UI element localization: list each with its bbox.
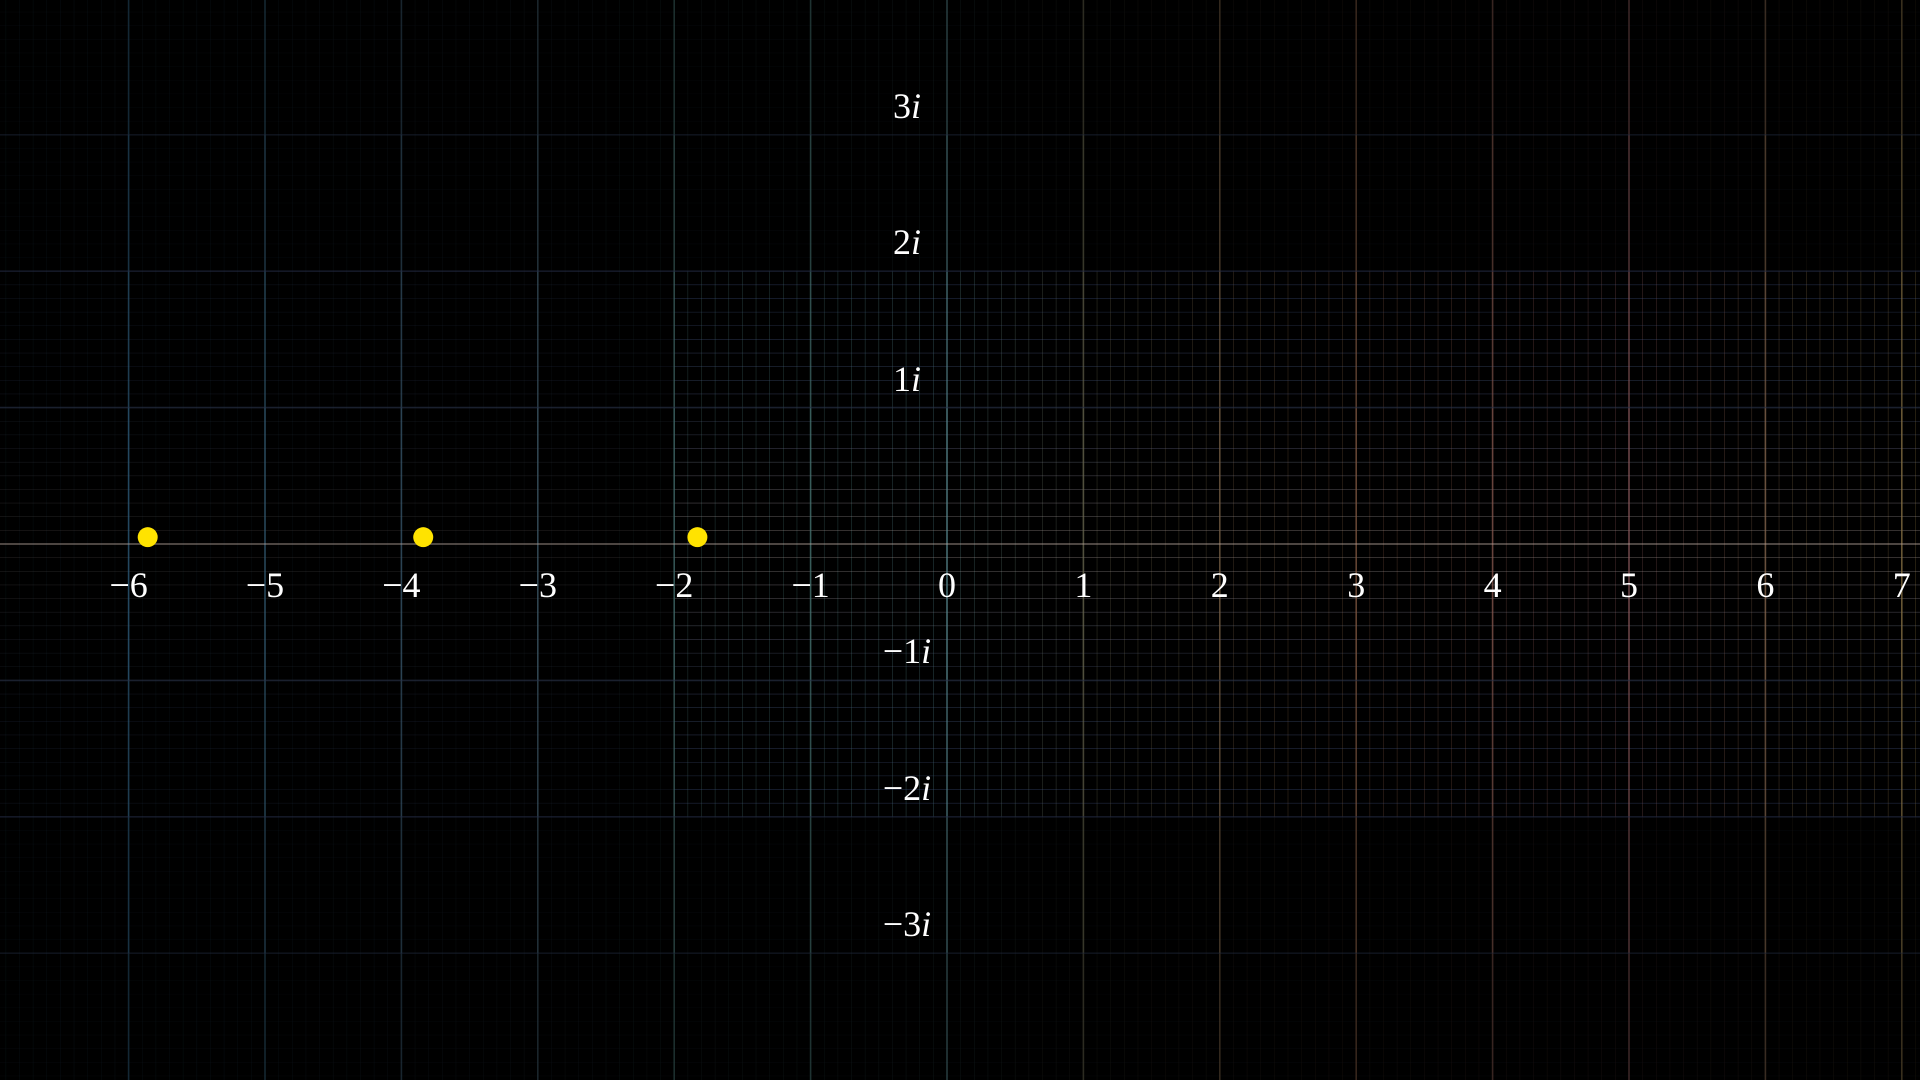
x-axis-label: −3 [519,564,557,606]
x-axis-label: 3 [1347,564,1365,606]
x-axis-label: 5 [1620,564,1638,606]
x-axis-label: 7 [1893,564,1911,606]
x-axis-label: −4 [382,564,420,606]
y-axis-label: −3i [883,903,931,945]
x-axis-label: 2 [1211,564,1229,606]
x-axis-label: −6 [109,564,147,606]
x-axis-label: 4 [1484,564,1502,606]
x-axis-label: 0 [938,564,956,606]
complex-plane-plot [0,0,1920,1080]
y-axis-label: 3i [893,85,921,127]
y-axis-label: 1i [893,358,921,400]
x-axis-label: −1 [791,564,829,606]
y-axis-label: 2i [893,221,921,263]
x-axis-label: −2 [655,564,693,606]
x-axis-label: −5 [246,564,284,606]
y-axis-label: −2i [883,767,931,809]
x-axis-label: 6 [1756,564,1774,606]
x-axis-label: 1 [1074,564,1092,606]
y-axis-label: −1i [883,630,931,672]
